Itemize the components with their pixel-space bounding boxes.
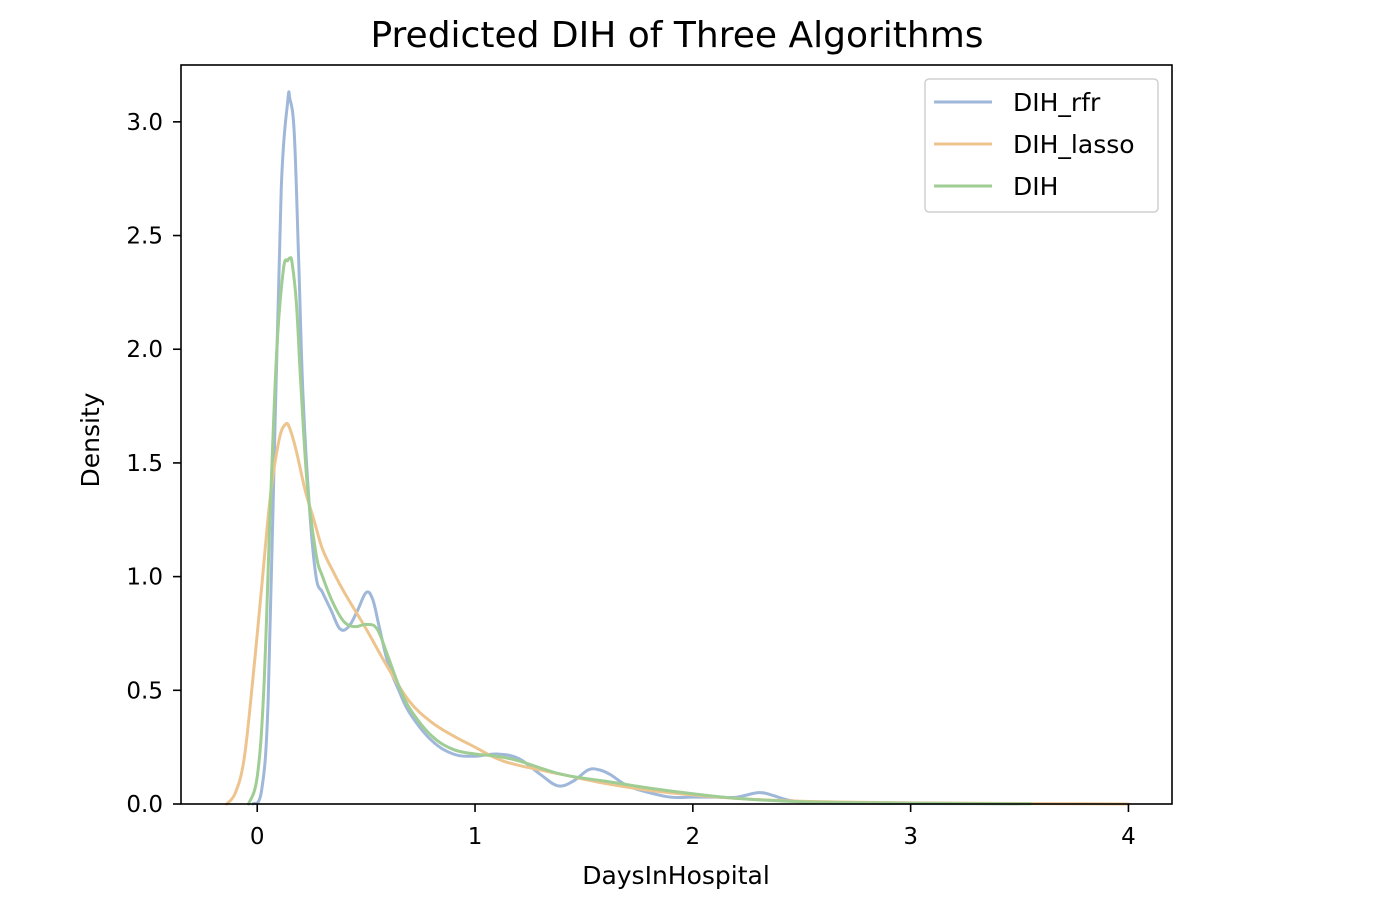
legend-label: DIH <box>1013 172 1058 201</box>
y-axis: 0.0 0.5 1.0 1.5 2.0 2.5 3.0 <box>126 110 181 818</box>
series-layer <box>225 90 1130 806</box>
y-tick-label: 1.5 <box>126 451 163 477</box>
legend-box <box>924 78 1159 213</box>
chart-title: Predicted DIH of Three Algorithms <box>370 15 983 56</box>
x-tick-label: 4 <box>1121 824 1136 850</box>
y-tick-label: 0.0 <box>126 792 163 818</box>
plot-area-frame <box>180 64 1173 805</box>
y-tick-label: 2.0 <box>126 337 163 363</box>
legend-label: DIH_rfr <box>1013 88 1101 117</box>
x-tick-label: 3 <box>903 824 918 850</box>
series-line-0 <box>251 90 1022 806</box>
x-axis-label: DaysInHospital <box>582 861 770 890</box>
y-tick-label: 3.0 <box>126 110 163 136</box>
y-axis-label: Density <box>76 392 105 487</box>
x-tick-label: 0 <box>250 824 265 850</box>
y-tick-label: 0.5 <box>126 678 163 704</box>
x-axis: 0 1 2 3 4 <box>250 804 1136 850</box>
legend-label: DIH_lasso <box>1013 130 1135 159</box>
legend: DIH_rfr DIH_lasso DIH <box>924 78 1159 213</box>
x-tick-label: 1 <box>468 824 483 850</box>
series-line-2 <box>247 256 1032 806</box>
y-tick-label: 2.5 <box>126 224 163 250</box>
x-tick-label: 2 <box>686 824 701 850</box>
y-tick-label: 1.0 <box>126 565 163 591</box>
